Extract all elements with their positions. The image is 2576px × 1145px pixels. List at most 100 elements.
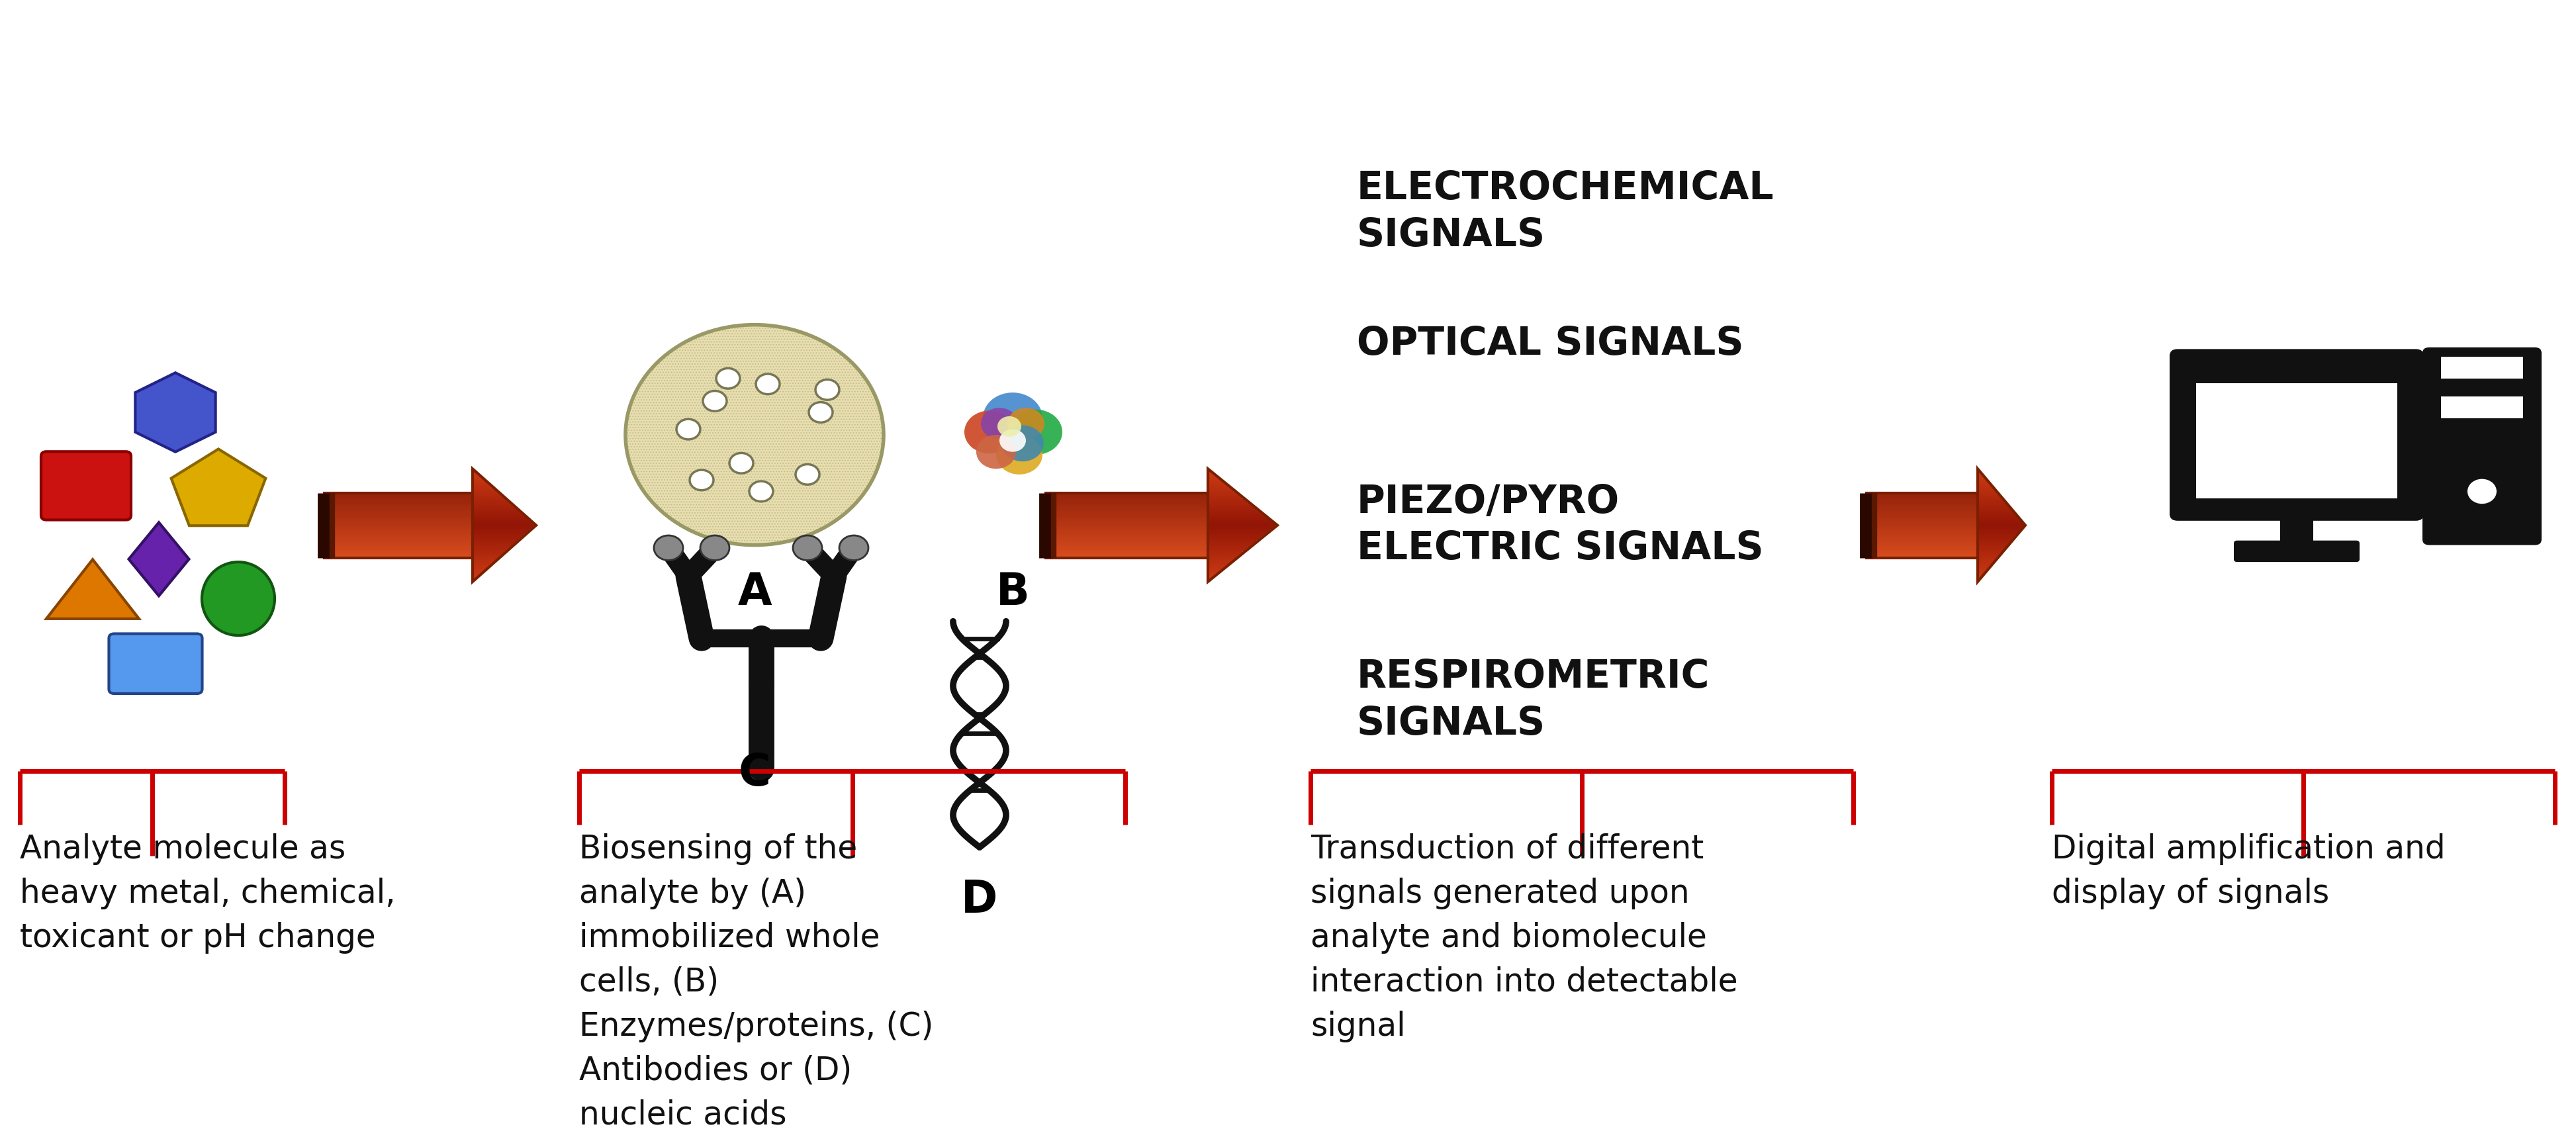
Polygon shape (1208, 484, 1229, 566)
FancyBboxPatch shape (1046, 507, 1208, 511)
Polygon shape (1208, 471, 1213, 579)
Polygon shape (471, 487, 495, 564)
FancyBboxPatch shape (325, 553, 474, 555)
Text: ELECTROCHEMICAL
SIGNALS: ELECTROCHEMICAL SIGNALS (1358, 169, 1775, 254)
Polygon shape (46, 560, 139, 618)
FancyBboxPatch shape (1046, 534, 1208, 536)
Polygon shape (1978, 498, 2004, 553)
FancyBboxPatch shape (325, 551, 474, 553)
FancyBboxPatch shape (1868, 503, 1978, 506)
FancyBboxPatch shape (325, 514, 474, 516)
FancyBboxPatch shape (325, 544, 474, 547)
Polygon shape (1978, 484, 1991, 566)
FancyBboxPatch shape (1868, 531, 1978, 534)
FancyBboxPatch shape (1868, 510, 1978, 512)
Circle shape (1007, 408, 1043, 440)
Circle shape (840, 536, 868, 560)
FancyBboxPatch shape (2442, 357, 2522, 379)
Text: A: A (737, 570, 773, 614)
Circle shape (626, 325, 884, 545)
Polygon shape (1978, 512, 2014, 539)
Polygon shape (471, 492, 500, 559)
FancyBboxPatch shape (1046, 548, 1208, 551)
FancyBboxPatch shape (325, 492, 474, 495)
FancyBboxPatch shape (325, 527, 474, 530)
Polygon shape (1208, 492, 1239, 559)
Polygon shape (1978, 471, 1981, 579)
Polygon shape (1208, 515, 1265, 535)
FancyBboxPatch shape (1046, 544, 1208, 547)
Polygon shape (471, 471, 477, 579)
FancyBboxPatch shape (1868, 546, 1978, 550)
FancyBboxPatch shape (1868, 499, 1978, 502)
Polygon shape (471, 515, 526, 535)
Polygon shape (1208, 502, 1249, 548)
FancyBboxPatch shape (1046, 512, 1208, 514)
FancyBboxPatch shape (325, 534, 474, 536)
Circle shape (1010, 410, 1061, 455)
Polygon shape (1978, 490, 1996, 560)
Polygon shape (471, 482, 489, 568)
Polygon shape (1978, 502, 2007, 548)
FancyBboxPatch shape (325, 538, 474, 540)
Circle shape (809, 402, 832, 423)
FancyBboxPatch shape (325, 499, 474, 502)
Polygon shape (1208, 487, 1231, 564)
Polygon shape (1208, 490, 1236, 560)
FancyBboxPatch shape (1868, 522, 1978, 526)
Polygon shape (1208, 523, 1275, 527)
Circle shape (716, 369, 739, 388)
Polygon shape (471, 518, 528, 534)
Polygon shape (1978, 521, 2022, 529)
Polygon shape (471, 496, 505, 554)
Polygon shape (471, 510, 520, 540)
FancyBboxPatch shape (1868, 555, 1978, 558)
Polygon shape (1208, 495, 1242, 556)
Polygon shape (1208, 506, 1255, 545)
FancyBboxPatch shape (1046, 542, 1208, 545)
Polygon shape (471, 473, 479, 578)
Polygon shape (1978, 520, 2020, 531)
FancyBboxPatch shape (325, 510, 474, 512)
Polygon shape (1208, 498, 1244, 553)
Polygon shape (1978, 523, 2025, 527)
FancyBboxPatch shape (1046, 499, 1208, 502)
Polygon shape (471, 498, 507, 553)
Text: Transduction of different
signals generated upon
analyte and biomolecule
interac: Transduction of different signals genera… (1311, 834, 1739, 1042)
FancyBboxPatch shape (1868, 514, 1978, 516)
Polygon shape (1208, 507, 1257, 543)
FancyBboxPatch shape (1868, 534, 1978, 536)
Ellipse shape (201, 562, 276, 635)
Polygon shape (170, 449, 265, 526)
Polygon shape (471, 500, 507, 551)
Polygon shape (1978, 510, 2012, 540)
FancyBboxPatch shape (1046, 519, 1208, 521)
Circle shape (817, 379, 840, 400)
Text: D: D (961, 878, 997, 922)
Circle shape (997, 435, 1043, 474)
Text: PIEZO/PYRO
ELECTRIC SIGNALS: PIEZO/PYRO ELECTRIC SIGNALS (1358, 483, 1765, 567)
FancyBboxPatch shape (325, 516, 474, 519)
Polygon shape (1978, 500, 2004, 551)
Circle shape (690, 469, 714, 490)
Polygon shape (1208, 482, 1226, 568)
Polygon shape (1208, 510, 1260, 540)
Circle shape (755, 374, 781, 394)
Polygon shape (1978, 518, 2020, 534)
FancyBboxPatch shape (1868, 551, 1978, 553)
FancyBboxPatch shape (1046, 500, 1208, 504)
Polygon shape (1978, 506, 2009, 545)
FancyBboxPatch shape (325, 546, 474, 550)
Polygon shape (471, 495, 502, 556)
Polygon shape (1978, 476, 1986, 574)
FancyBboxPatch shape (1046, 527, 1208, 530)
FancyBboxPatch shape (2442, 396, 2522, 418)
FancyBboxPatch shape (1868, 520, 1978, 523)
Circle shape (999, 429, 1025, 452)
FancyBboxPatch shape (1046, 520, 1208, 523)
FancyBboxPatch shape (1046, 531, 1208, 534)
FancyBboxPatch shape (325, 503, 474, 506)
Circle shape (796, 464, 819, 484)
FancyBboxPatch shape (1046, 551, 1208, 553)
FancyBboxPatch shape (1046, 503, 1208, 506)
